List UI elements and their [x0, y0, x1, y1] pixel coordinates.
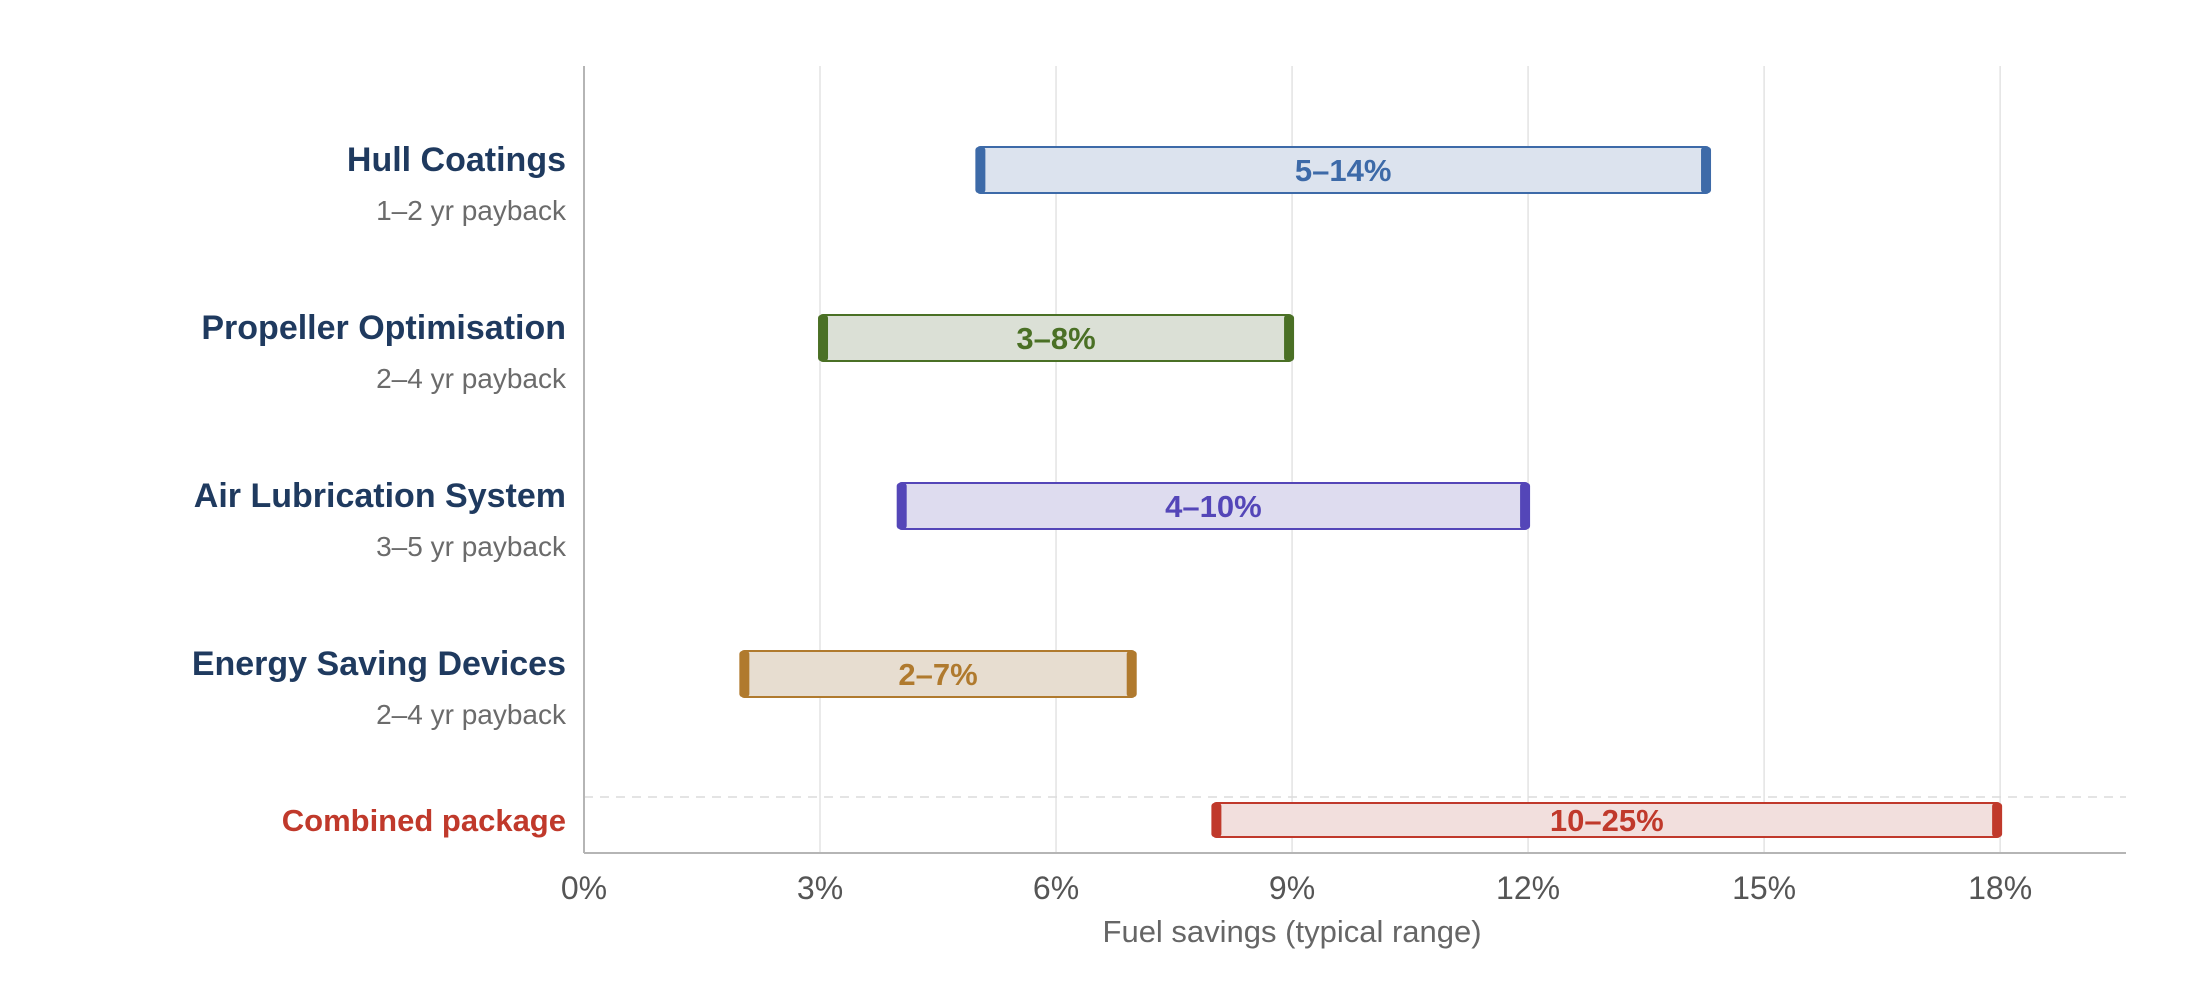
category-name-propeller-optimisation: Propeller Optimisation	[201, 309, 566, 347]
x-tick-label: 9%	[1269, 870, 1315, 906]
range-bars: 5–14% 3–8% 4–10% 2–7% 10–25%	[739, 146, 2003, 838]
x-tick-label: 12%	[1496, 870, 1560, 906]
category-payback-propeller-optimisation: 2–4 yr payback	[376, 363, 567, 394]
x-axis-title: Fuel savings (typical range)	[1103, 914, 1482, 949]
category-name-combined-package: Combined package	[282, 803, 566, 838]
category-name-energy-saving-devices: Energy Saving Devices	[192, 645, 566, 683]
x-tick-label: 3%	[797, 870, 843, 906]
range-label-air-lubrication-system: 4–10%	[1165, 489, 1262, 524]
range-cap-high-propeller-optimisation	[1284, 315, 1295, 361]
range-cap-high-hull-coatings	[1701, 147, 1712, 193]
category-payback-energy-saving-devices: 2–4 yr payback	[376, 699, 567, 730]
range-cap-low-combined-package	[1211, 803, 1222, 837]
x-tick-label: 0%	[561, 870, 607, 906]
range-cap-low-energy-saving-devices	[739, 651, 750, 697]
category-payback-air-lubrication-system: 3–5 yr payback	[376, 531, 567, 562]
range-label-combined-package: 10–25%	[1550, 803, 1664, 838]
x-tick-label: 6%	[1033, 870, 1079, 906]
range-cap-high-energy-saving-devices	[1126, 651, 1137, 697]
grid-lines	[584, 66, 2126, 853]
category-name-air-lubrication-system: Air Lubrication System	[194, 477, 566, 515]
x-tick-label: 18%	[1968, 870, 2032, 906]
range-cap-high-air-lubrication-system	[1520, 483, 1531, 529]
range-label-energy-saving-devices: 2–7%	[898, 657, 977, 692]
range-cap-low-propeller-optimisation	[818, 315, 829, 361]
range-label-hull-coatings: 5–14%	[1295, 153, 1392, 188]
range-label-propeller-optimisation: 3–8%	[1016, 321, 1095, 356]
range-cap-low-hull-coatings	[975, 147, 986, 193]
x-tick-label: 15%	[1732, 870, 1796, 906]
range-cap-low-air-lubrication-system	[896, 483, 907, 529]
category-payback-hull-coatings: 1–2 yr payback	[376, 195, 567, 226]
range-cap-high-combined-package	[1992, 803, 2003, 837]
category-labels: Hull Coatings 1–2 yr payback Propeller Opt…	[192, 141, 567, 838]
category-name-hull-coatings: Hull Coatings	[347, 141, 566, 179]
axes: 0% 3% 6% 9% 12% 15% 18%	[561, 66, 2126, 906]
